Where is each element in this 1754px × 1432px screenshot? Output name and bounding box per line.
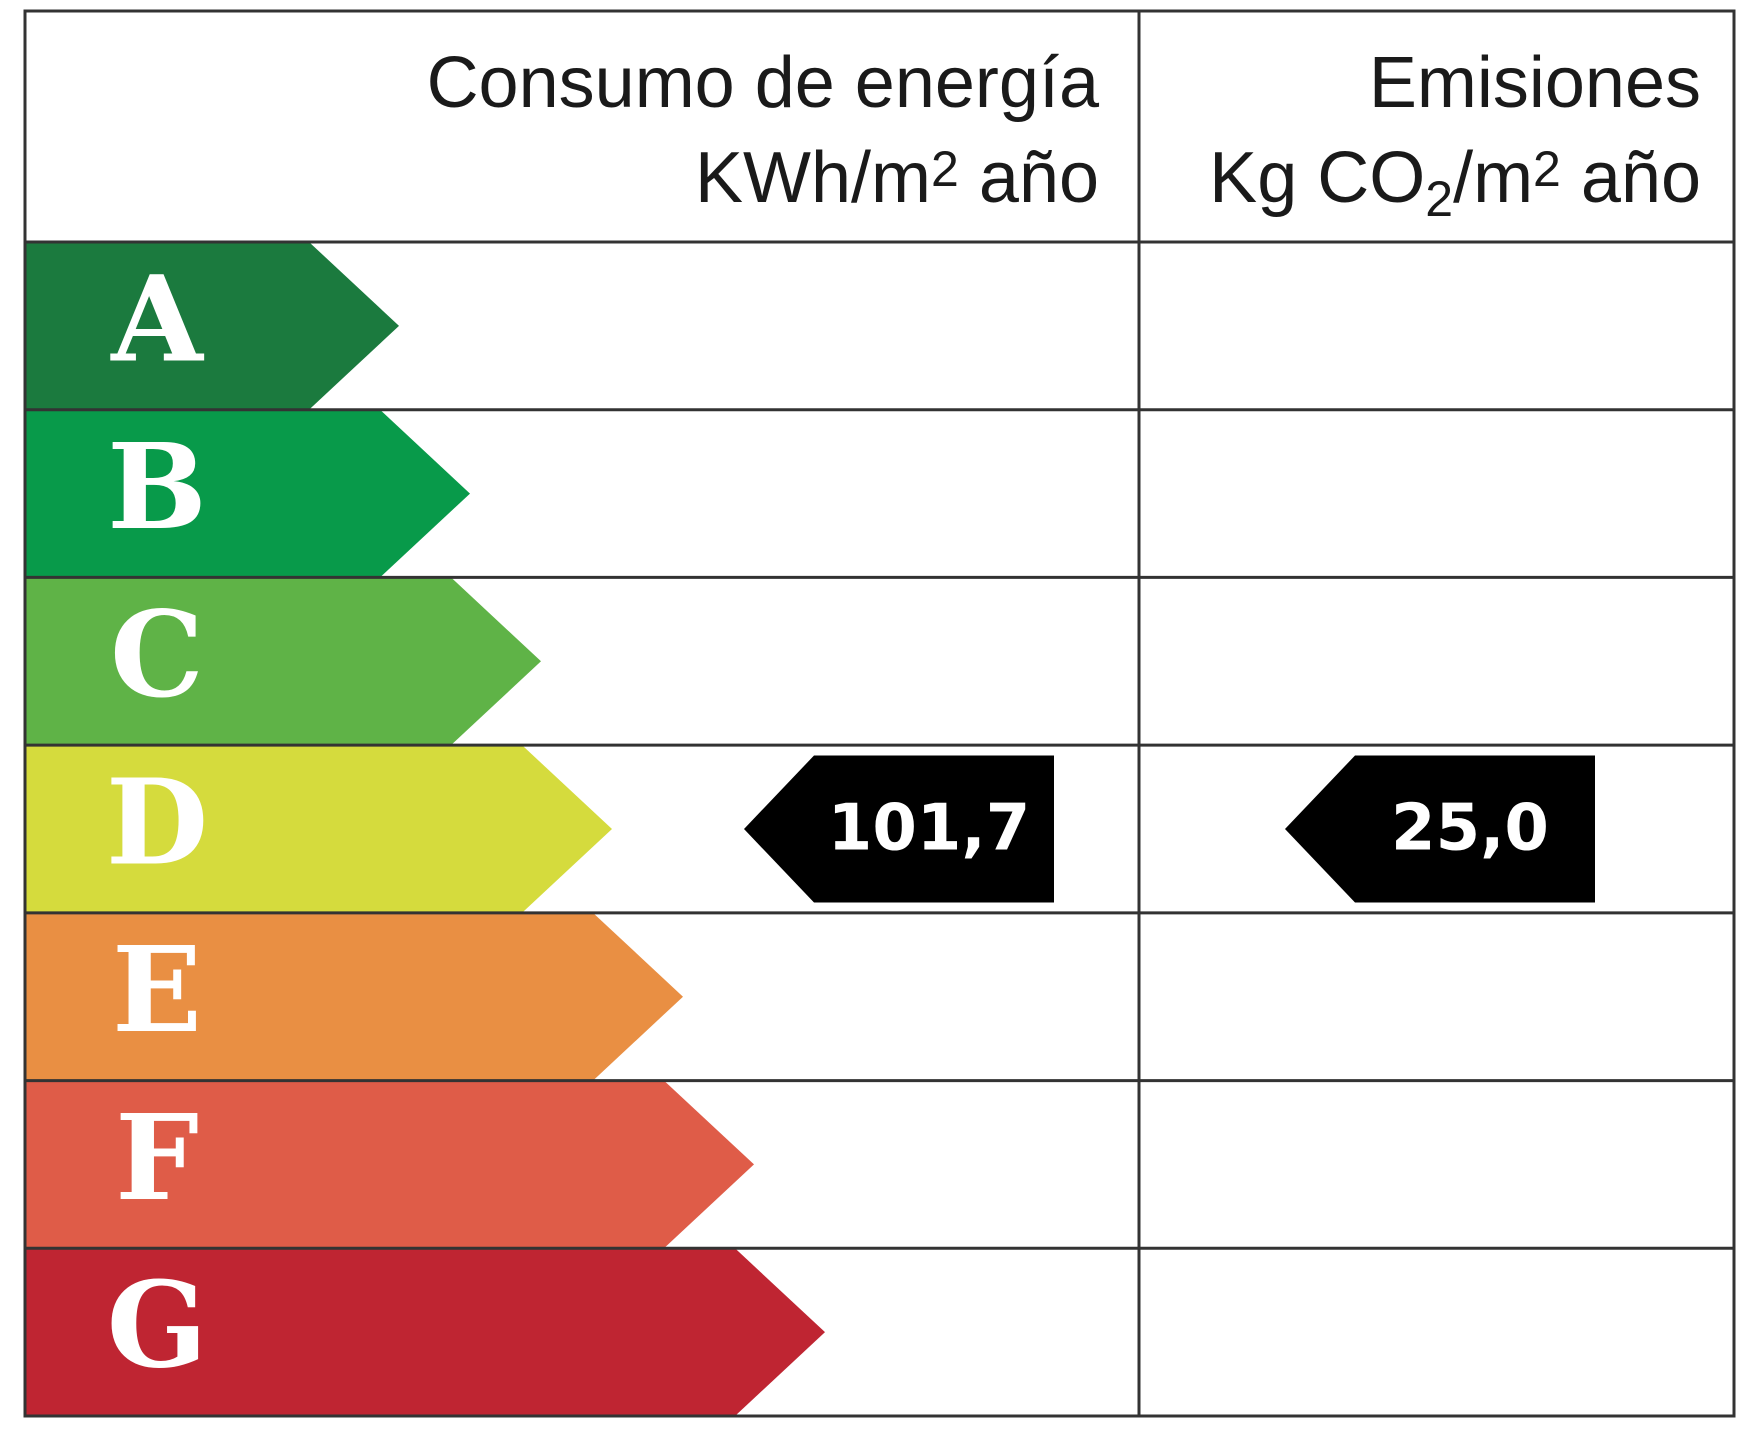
grade-letter: B	[107, 417, 207, 556]
unit-text: año	[1561, 138, 1701, 218]
grade-arrow	[25, 242, 399, 410]
unit-sup: 2	[931, 141, 959, 197]
unit-sup: 2	[1533, 141, 1561, 197]
grade-arrow	[25, 1080, 754, 1249]
grade-letter: C	[110, 585, 204, 724]
unit-text: KWh/m	[695, 138, 931, 218]
energy-title: Consumo de energía	[427, 43, 1100, 123]
grade-letter: F	[115, 1088, 199, 1227]
unit-sub: 2	[1425, 171, 1453, 227]
grade-letter: D	[106, 753, 208, 892]
unit-text: año	[959, 138, 1099, 218]
grade-arrow	[25, 577, 541, 746]
table-border	[23, 9, 1736, 1418]
unit-text: /m	[1453, 138, 1533, 218]
emissions-title: Emisiones	[1369, 43, 1701, 123]
grade-letter: E	[112, 920, 202, 1059]
grade-arrow	[25, 912, 683, 1081]
rating-badge	[1285, 755, 1595, 903]
grade-arrow	[25, 745, 612, 913]
grade-arrow	[25, 409, 470, 578]
rating-value: 25,0	[1391, 792, 1549, 866]
grade-arrow	[25, 1248, 825, 1416]
unit-text: Kg CO	[1209, 138, 1425, 218]
grade-letter: G	[107, 1256, 208, 1395]
grade-letter: A	[110, 249, 204, 388]
rating-value: 101,7	[828, 792, 1030, 866]
rating-badge	[744, 755, 1054, 903]
emissions-unit: Kg CO2/m2 año	[1209, 138, 1701, 227]
energy-unit: KWh/m2 año	[695, 138, 1099, 218]
